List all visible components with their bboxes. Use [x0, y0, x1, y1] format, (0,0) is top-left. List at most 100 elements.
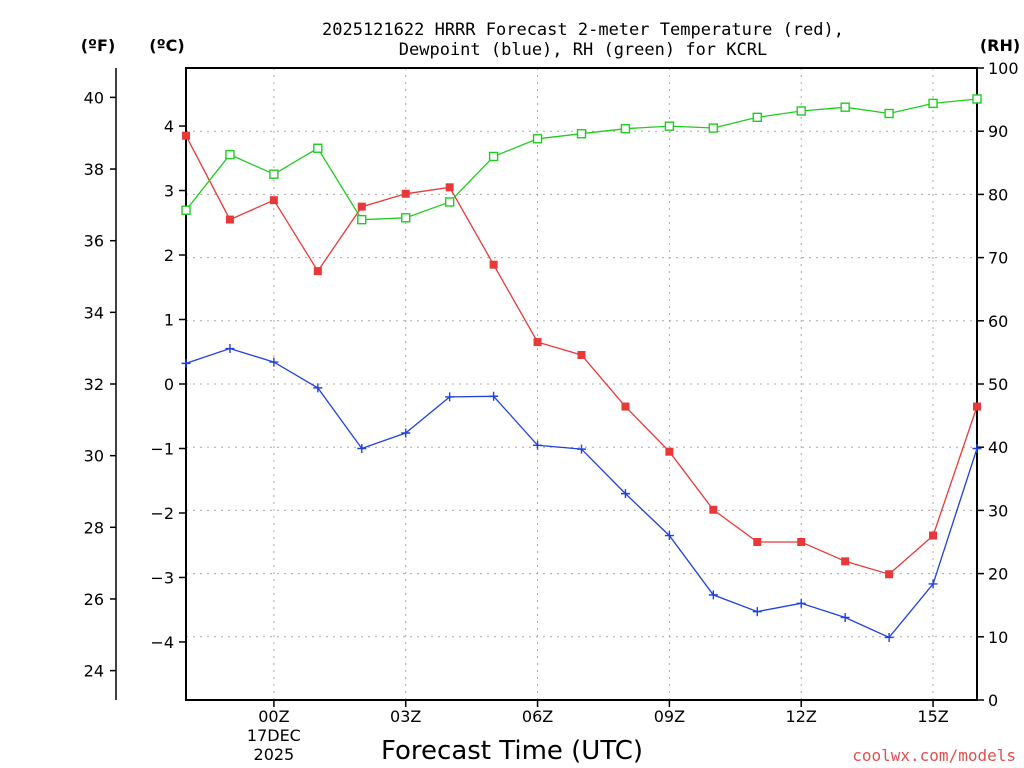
y-tick-label-rh: 60: [988, 312, 1008, 331]
y-tick-label-rh: 100: [988, 59, 1019, 78]
series: [181, 94, 982, 642]
temperature-point: [489, 260, 498, 269]
dewpoint-point: [708, 590, 718, 600]
dewpoint-point: [533, 440, 543, 450]
x-tick-date: 17DEC: [247, 726, 301, 745]
chart-title-line2: Dewpoint (blue), RH (green) for KCRL: [399, 40, 767, 60]
temperature-point: [313, 267, 322, 276]
y-tick-label-c: 2: [164, 246, 174, 265]
y-tick-label-f: 40: [84, 88, 104, 107]
temperature-point: [709, 505, 718, 514]
y-tick-label-rh: 10: [988, 628, 1008, 647]
credit-link[interactable]: coolwx.com/models: [852, 746, 1016, 765]
y-tick-label-f: 26: [84, 590, 104, 609]
unit-label-rh: (RH): [980, 36, 1020, 55]
y-tick-label-rh: 90: [988, 122, 1008, 141]
temperature-point: [885, 570, 894, 579]
temperature-point: [577, 350, 586, 359]
temperature-point: [269, 196, 278, 205]
x-tick-label: 00Z: [258, 707, 289, 726]
rh-point: [972, 94, 982, 104]
rh-point: [840, 102, 850, 112]
rh-point: [357, 214, 367, 225]
y-tick-label-f: 36: [84, 232, 104, 251]
temperature-point: [401, 189, 410, 198]
temperature-point: [182, 131, 190, 140]
rh-point: [488, 151, 499, 162]
dewpoint-point: [840, 612, 850, 622]
rh-point: [444, 197, 455, 207]
rh-point: [269, 169, 279, 179]
x-axis-label: Forecast Time (UTC): [381, 736, 643, 766]
y-tick-label-c: 4: [164, 117, 174, 136]
dewpoint-line: [185, 347, 978, 639]
dewpoint-point: [181, 358, 191, 368]
y-tick-label-rh: 20: [988, 565, 1008, 584]
x-tick-label: 03Z: [390, 707, 421, 726]
y-tick-label-rh: 0: [988, 691, 998, 710]
dewpoint-point: [664, 531, 674, 541]
dewpoint-point: [972, 443, 982, 453]
y-tick-label-c: −1: [150, 439, 174, 458]
y-tick-label-rh: 70: [988, 249, 1008, 268]
rh-point: [576, 129, 587, 139]
dewpoint-point: [401, 428, 411, 438]
dewpoint-point: [357, 443, 367, 453]
y-tick-label-f: 24: [84, 662, 104, 681]
y-tick-label-f: 28: [84, 518, 104, 537]
rh-point: [752, 112, 762, 122]
x-tick-year: 2025: [254, 745, 295, 764]
unit-label-fahrenheit: (ºF): [81, 36, 116, 55]
y-tick-label-f: 34: [84, 303, 104, 322]
rh-point: [708, 123, 719, 133]
temperature-point: [797, 538, 806, 546]
rh-point: [884, 108, 894, 119]
rh-point: [620, 123, 631, 134]
dewpoint-point: [884, 632, 894, 642]
rh-point: [928, 98, 938, 109]
temperature-point: [445, 183, 454, 192]
y-tick-label-c: −3: [150, 568, 174, 587]
axes: 43210−1−2−3−4403836343230282624100908070…: [84, 59, 1019, 764]
dewpoint-point: [796, 598, 806, 608]
y-tick-label-rh: 30: [988, 501, 1008, 520]
temperature-point: [753, 538, 762, 546]
temperature-point: [621, 402, 630, 411]
rh-line: [185, 98, 978, 221]
temperature-point: [973, 402, 981, 411]
x-tick-label: 09Z: [654, 707, 685, 726]
x-tick-label: 06Z: [522, 707, 553, 726]
y-tick-label-f: 32: [84, 375, 104, 394]
dewpoint-point: [620, 489, 630, 499]
unit-label-celsius: (ºC): [149, 36, 184, 55]
temperature-point: [841, 557, 850, 566]
rh-point: [664, 121, 675, 131]
rh-point: [532, 134, 543, 144]
rh-point: [401, 213, 411, 223]
y-tick-label-f: 30: [84, 447, 104, 466]
temperature-point: [357, 202, 366, 211]
y-tick-label-c: −2: [150, 504, 174, 523]
x-tick-label: 12Z: [786, 707, 817, 726]
dewpoint-point: [577, 444, 586, 454]
rh-point: [181, 205, 191, 215]
y-tick-label-rh: 50: [988, 375, 1008, 394]
dewpoint-point: [269, 357, 279, 367]
y-tick-label-c: 0: [164, 375, 174, 394]
y-tick-label-rh: 80: [988, 185, 1008, 204]
temperature-point: [665, 447, 674, 456]
dewpoint-point: [445, 392, 455, 402]
rh-point: [796, 106, 806, 116]
dewpoint-point: [928, 579, 938, 589]
rh-point: [225, 149, 235, 160]
y-tick-label-c: −4: [150, 633, 174, 652]
temperature-point: [929, 531, 938, 540]
y-tick-label-c: 1: [164, 311, 174, 330]
temperature-point: [225, 215, 234, 224]
grid: [186, 68, 977, 700]
dewpoint-point: [313, 383, 323, 393]
dewpoint-point: [225, 344, 235, 354]
y-tick-label-rh: 40: [988, 438, 1008, 457]
x-tick-label: 15Z: [917, 707, 948, 726]
